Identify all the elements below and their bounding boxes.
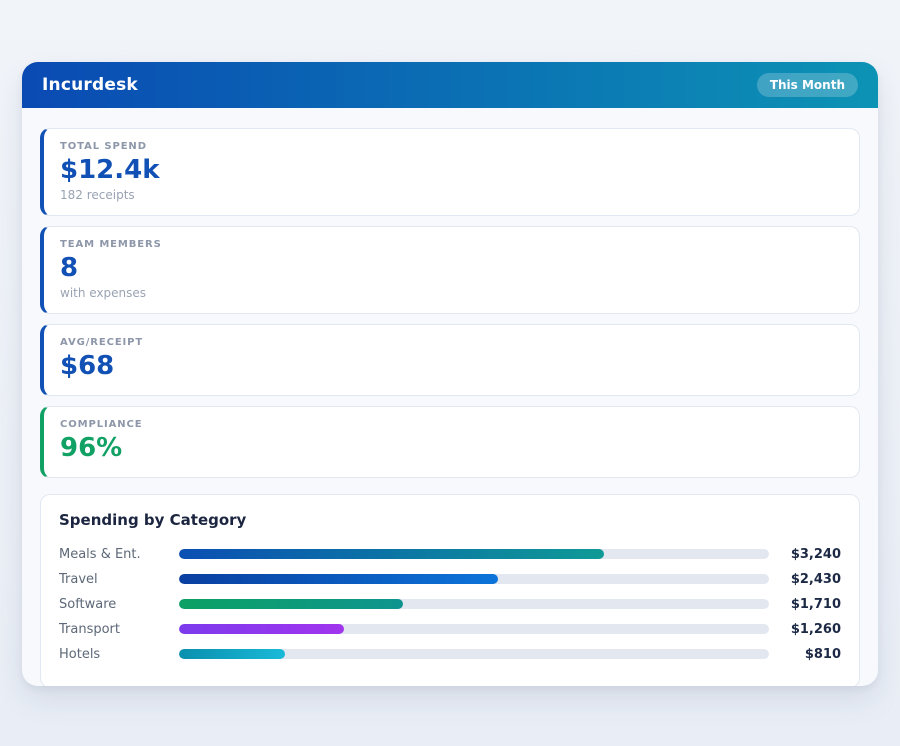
stat-label: AVG/RECEIPT: [60, 336, 144, 348]
category-label: Hotels: [59, 646, 101, 662]
category-value: $3,240: [790, 546, 841, 562]
category-value: $1,710: [790, 596, 841, 612]
period-badge[interactable]: This Month: [756, 73, 858, 97]
category-row: Transport $1,260: [59, 617, 841, 642]
category-row: Meals & Ent. $3,240: [59, 542, 841, 567]
category-value: $1,260: [790, 621, 841, 637]
bar-fill: [179, 574, 498, 585]
app-header: Incurdesk This Month: [22, 62, 878, 108]
stat-label: TEAM MEMBERS: [60, 238, 162, 250]
stat-value: 96%: [60, 432, 123, 463]
bar-track: [179, 549, 769, 560]
stat-label: COMPLIANCE: [60, 418, 143, 430]
stat-label: TOTAL SPEND: [60, 141, 147, 152]
stats-list: TOTAL SPEND $12.4k 182 receipts TEAM MEMBER…: [40, 128, 860, 478]
stat-card-avg-receipt: AVG/RECEIPT $68: [40, 323, 860, 396]
bar-fill: [179, 549, 604, 560]
stat-card-compliance: COMPLIANCE 96%: [40, 405, 860, 478]
category-label: Travel: [59, 571, 98, 587]
category-row: Hotels $810: [59, 642, 841, 667]
bar-track: [179, 624, 769, 635]
app-body: TOTAL SPEND $12.4k 182 receipts TEAM MEMBER…: [22, 108, 878, 686]
category-row: Travel $2,430: [59, 567, 841, 592]
stat-card-team-members: TEAM MEMBERS 8 with expenses: [40, 225, 860, 314]
bar-fill: [179, 649, 286, 660]
category-row: Software $1,710: [59, 592, 841, 617]
spending-chart-card: Spending by Category Meals & Ent. $3,240 T…: [40, 493, 860, 686]
stat-value: $68: [60, 350, 115, 381]
category-label: Meals & Ent.: [59, 546, 141, 562]
bar-track: [179, 599, 769, 610]
bar-track: [179, 574, 769, 585]
stat-subtext: 182 receipts: [60, 187, 135, 202]
stat-value: 8: [60, 252, 79, 283]
category-value: $2,430: [790, 571, 841, 587]
category-label: Software: [59, 596, 117, 612]
category-label: Transport: [59, 621, 121, 637]
category-value: $810: [804, 646, 841, 662]
bar-track: [179, 649, 769, 660]
dashboard-window: Incurdesk This Month TOTAL SPEND $12.4k 18…: [22, 62, 878, 686]
chart-title: Spending by Category: [59, 510, 247, 529]
app-title: Incurdesk: [42, 75, 138, 95]
stat-card-total-spend: TOTAL SPEND $12.4k 182 receipts: [40, 128, 860, 216]
chart-rows: Meals & Ent. $3,240 Travel $2,430 Software $1…: [59, 542, 841, 667]
stat-subtext: with expenses: [60, 285, 147, 300]
stat-value: $12.4k: [60, 155, 160, 185]
bar-fill: [179, 624, 345, 635]
bar-fill: [179, 599, 404, 610]
